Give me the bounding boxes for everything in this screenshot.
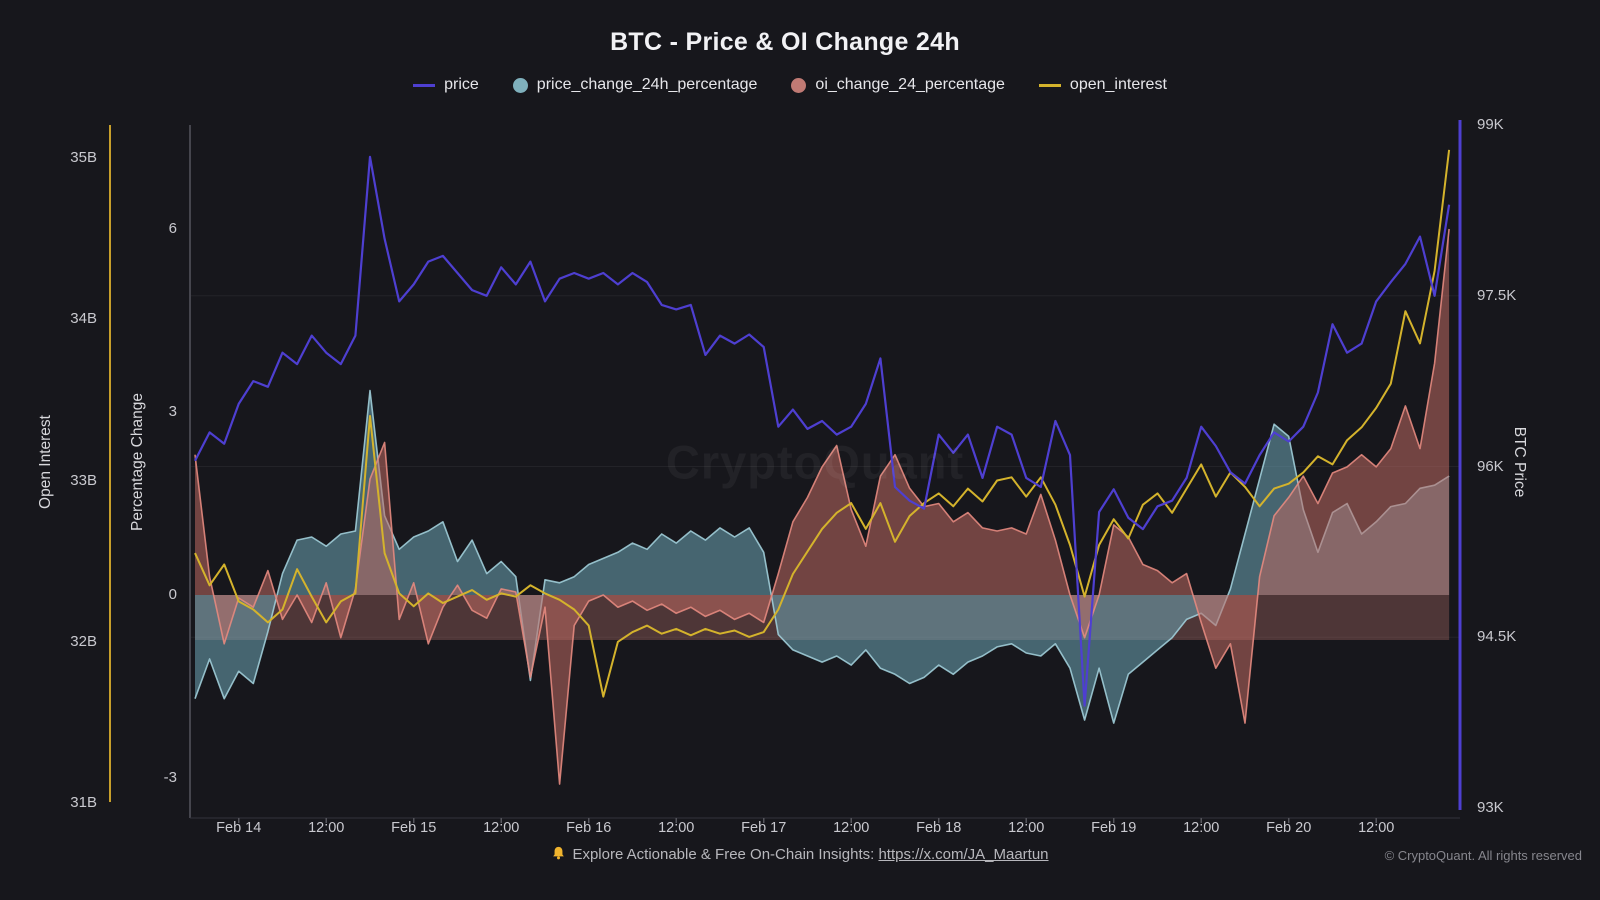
price-tick-label: 97.5K [1477, 286, 1517, 304]
legend-line-swatch [413, 83, 436, 87]
bell-icon [551, 845, 566, 865]
oi-change-area-line [194, 228, 1450, 785]
legend-label: price_change_24h_percentage [536, 76, 758, 93]
x-tick-label: 12:00 [1183, 820, 1220, 836]
price-tick-label: 99K [1477, 116, 1504, 133]
legend-label: oi_change_24_percentage [815, 76, 1005, 93]
legend-dot-swatch [791, 77, 807, 93]
cryptoquant-watermark: CryptoQuant [665, 435, 965, 489]
open-interest-line [194, 149, 1451, 698]
x-tick-label: Feb 18 [916, 820, 962, 836]
pct-tick-label: -3 [163, 769, 177, 786]
legend-dot-swatch [512, 77, 528, 93]
legend-item-price[interactable]: price [413, 76, 479, 94]
x-tick-label: Feb 19 [1091, 820, 1137, 836]
price-tick-label: 96K [1477, 457, 1504, 475]
x-tick-label: Feb 16 [566, 820, 612, 836]
footer-promo-text: Explore Actionable & Free On-Chain Insig… [572, 846, 879, 863]
copyright-notice: © CryptoQuant. All rights reserved [1384, 848, 1582, 863]
price-tick-label: 93K [1477, 799, 1504, 816]
oi-tick-label: 34B [70, 310, 97, 328]
oi-change-area [195, 229, 1450, 785]
oi-tick-label: 35B [70, 149, 97, 166]
legend: price price_change_24h_percentage oi_chang… [0, 76, 1580, 94]
pct-tick-label: 3 [168, 403, 177, 420]
x-tick-label: 12:00 [483, 820, 520, 836]
price-change-area [195, 390, 1450, 724]
price-tick-label: 94.5K [1477, 628, 1517, 646]
x-tick-label: 12:00 [1358, 820, 1395, 836]
oi-tick-label: 33B [70, 471, 97, 489]
y-axis-title-open-interest: Open Interest [37, 415, 54, 509]
oi-tick-label: 31B [70, 794, 97, 811]
price-line [194, 155, 1451, 707]
footer-promo-link[interactable]: https://x.com/JA_Maartun [878, 846, 1049, 863]
x-tick-label: Feb 14 [216, 820, 262, 836]
pct-tick-label: 0 [168, 586, 177, 603]
x-tick-label: 12:00 [658, 820, 695, 836]
legend-item-oi_change_24_percentage[interactable]: oi_change_24_percentage [791, 76, 1005, 94]
x-tick-label: 12:00 [308, 820, 345, 836]
x-tick-label: 12:00 [1008, 820, 1045, 836]
legend-item-price_change_24h_percentage[interactable]: price_change_24h_percentage [512, 76, 758, 94]
oi-tick-label: 32B [70, 632, 97, 650]
pct-tick-label: 6 [168, 220, 177, 237]
x-tick-label: Feb 20 [1266, 820, 1312, 836]
x-tick-label: Feb 15 [391, 820, 437, 836]
legend-line-swatch [1038, 83, 1061, 87]
footer-promo: Explore Actionable & Free On-Chain Insig… [0, 845, 1600, 865]
price-change-area-line [194, 389, 1450, 724]
legend-label: open_interest [1069, 76, 1167, 93]
chart-title: BTC - Price & OI Change 24h [610, 28, 960, 56]
x-tick-label: Feb 17 [741, 820, 787, 836]
legend-label: price [444, 76, 479, 93]
x-tick-label: 12:00 [833, 820, 870, 836]
legend-item-open_interest[interactable]: open_interest [1038, 76, 1167, 94]
